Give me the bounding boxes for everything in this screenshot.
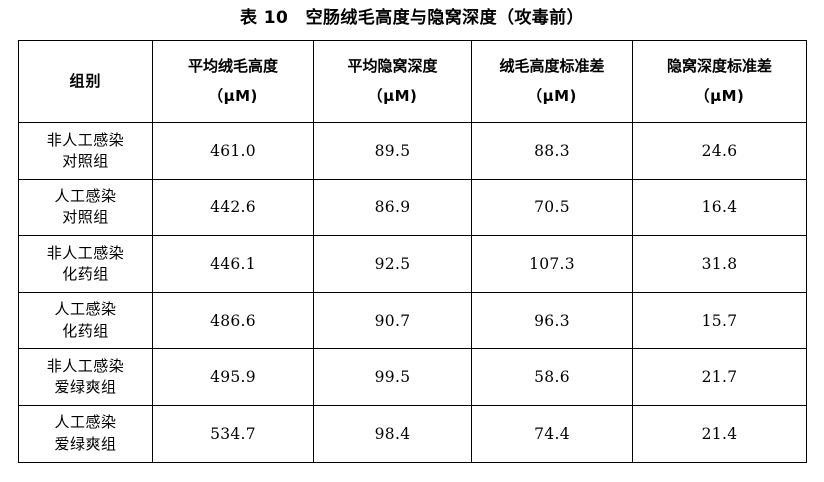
cell-sd-villus-height: 88.3 — [471, 122, 633, 180]
cell-group-line2: 对照组 — [62, 208, 109, 227]
jejunum-villus-crypt-table: 组别 平均绒毛高度 （μM) 平均隐窝深度 （μM) 绒毛高度标准差 （μM) — [18, 40, 807, 463]
cell-mean-villus-height: 534.7 — [152, 404, 314, 463]
cell-sd-villus-height: 96.3 — [471, 291, 633, 350]
cell-group-line1: 人工感染 — [54, 413, 117, 432]
table-header-row: 组别 平均绒毛高度 （μM) 平均隐窝深度 （μM) 绒毛高度标准差 （μM) — [18, 40, 807, 123]
column-header-sd-villus-height-line1: 绒毛高度标准差 — [499, 56, 605, 75]
cell-mean-villus-height: 495.9 — [152, 348, 314, 406]
cell-mean-villus-height: 486.6 — [152, 291, 314, 350]
cell-group-line2: 爱绿爽组 — [54, 378, 117, 397]
cell-mean-crypt-depth: 89.5 — [313, 122, 472, 180]
page-title: 表 10 空肠绒毛高度与隐窝深度（攻毒前） — [240, 8, 584, 28]
cell-sd-crypt-depth: 16.4 — [632, 178, 807, 237]
cell-group-line1: 人工感染 — [54, 187, 117, 206]
cell-group: 人工感染 化药组 — [18, 291, 153, 350]
column-header-mean-crypt-depth: 平均隐窝深度 （μM) — [313, 40, 472, 123]
cell-sd-villus-height: 74.4 — [471, 404, 633, 463]
table-row: 非人工感染 对照组 461.0 89.5 88.3 24.6 — [18, 122, 807, 180]
table-body: 非人工感染 对照组 461.0 89.5 88.3 24.6 人工感染 对照组 … — [18, 122, 807, 463]
cell-sd-crypt-depth: 21.7 — [632, 348, 807, 406]
column-header-sd-crypt-depth-line1: 隐窝深度标准差 — [666, 56, 772, 75]
column-header-mean-villus-height-line1: 平均绒毛高度 — [187, 56, 278, 75]
cell-group: 人工感染 爱绿爽组 — [18, 404, 153, 463]
cell-group: 人工感染 对照组 — [18, 178, 153, 237]
table-header: 组别 平均绒毛高度 （μM) 平均隐窝深度 （μM) 绒毛高度标准差 （μM) — [18, 40, 807, 123]
cell-sd-crypt-depth: 21.4 — [632, 404, 807, 463]
cell-group: 非人工感染 爱绿爽组 — [18, 348, 153, 406]
cell-mean-crypt-depth: 98.4 — [313, 404, 472, 463]
column-header-sd-crypt-depth: 隐窝深度标准差 （μM) — [632, 40, 807, 123]
cell-group-line2: 化药组 — [62, 264, 109, 283]
column-header-sd-villus-height: 绒毛高度标准差 （μM) — [471, 40, 633, 123]
cell-sd-crypt-depth: 31.8 — [632, 235, 807, 293]
column-header-sd-villus-height-unit: （μM) — [527, 86, 577, 105]
column-header-mean-crypt-depth-line1: 平均隐窝深度 — [347, 56, 438, 75]
cell-group-line1: 人工感染 — [54, 300, 117, 319]
cell-group-line2: 化药组 — [62, 321, 109, 340]
column-header-mean-villus-height: 平均绒毛高度 （μM) — [152, 40, 314, 123]
cell-sd-crypt-depth: 24.6 — [632, 122, 807, 180]
cell-mean-villus-height: 446.1 — [152, 235, 314, 293]
column-header-mean-villus-height-unit: （μM) — [208, 86, 258, 105]
column-header-sd-crypt-depth-unit: （μM) — [694, 86, 745, 105]
column-header-group: 组别 — [18, 40, 153, 123]
table-container: 组别 平均绒毛高度 （μM) 平均隐窝深度 （μM) 绒毛高度标准差 （μM) — [18, 40, 807, 463]
column-header-group-line1: 组别 — [69, 71, 102, 90]
cell-mean-crypt-depth: 99.5 — [313, 348, 472, 406]
cell-group-line2: 对照组 — [62, 151, 109, 170]
table-row: 人工感染 对照组 442.6 86.9 70.5 16.4 — [18, 178, 807, 237]
cell-sd-villus-height: 70.5 — [471, 178, 633, 237]
cell-sd-villus-height: 107.3 — [471, 235, 633, 293]
cell-mean-villus-height: 461.0 — [152, 122, 314, 180]
table-row: 非人工感染 爱绿爽组 495.9 99.5 58.6 21.7 — [18, 348, 807, 406]
table-row: 非人工感染 化药组 446.1 92.5 107.3 31.8 — [18, 235, 807, 293]
cell-group: 非人工感染 化药组 — [18, 235, 153, 293]
cell-group: 非人工感染 对照组 — [18, 122, 153, 180]
cell-mean-villus-height: 442.6 — [152, 178, 314, 237]
table-row: 人工感染 爱绿爽组 534.7 98.4 74.4 21.4 — [18, 404, 807, 463]
cell-sd-villus-height: 58.6 — [471, 348, 633, 406]
cell-sd-crypt-depth: 15.7 — [632, 291, 807, 350]
table-row: 人工感染 化药组 486.6 90.7 96.3 15.7 — [18, 291, 807, 350]
cell-group-line2: 爱绿爽组 — [54, 434, 117, 453]
cell-group-line1: 非人工感染 — [46, 356, 125, 375]
cell-group-line1: 非人工感染 — [46, 243, 125, 262]
cell-mean-crypt-depth: 92.5 — [313, 235, 472, 293]
cell-mean-crypt-depth: 86.9 — [313, 178, 472, 237]
cell-group-line1: 非人工感染 — [46, 130, 125, 149]
column-header-mean-crypt-depth-unit: （μM) — [367, 86, 418, 105]
cell-mean-crypt-depth: 90.7 — [313, 291, 472, 350]
